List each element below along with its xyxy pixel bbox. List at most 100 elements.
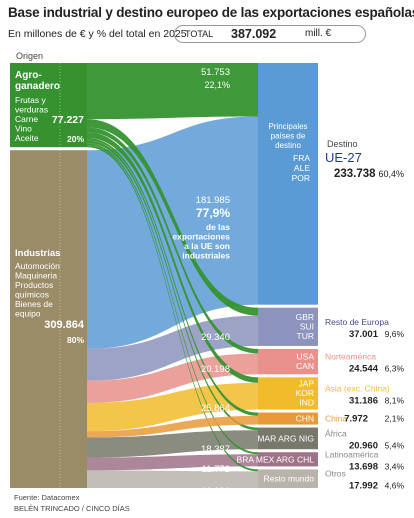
destination-country-asia: JAP: [298, 379, 314, 389]
source-item-industry: Bienes de: [15, 299, 53, 309]
flow-industry-to-latam: [87, 454, 258, 471]
source-item-industry: Automoción: [15, 261, 60, 271]
destination-value-latam: 13.698: [349, 461, 378, 472]
destination-country-asia: KOR: [296, 388, 314, 398]
destination-node-rest_europe: [258, 307, 318, 346]
source-pct-industry: 80%: [67, 335, 84, 345]
destination-name-asia: Asia (exc. China): [325, 383, 390, 393]
destination-country-asia: IND: [299, 398, 314, 408]
source-node-industry: [10, 150, 87, 488]
destination-country-rest_europe: SUI: [300, 322, 314, 332]
destination-country-rest_europe: GBR: [296, 312, 314, 322]
total-value: 387.092: [231, 27, 277, 41]
destination-name-north_america: Norteamérica: [325, 352, 376, 362]
flow-industry-to-africa: [87, 430, 258, 458]
destination-value-north_america: 24.544: [349, 364, 379, 375]
eu-destinations-header: Principales: [268, 122, 307, 131]
origin-header: Origen: [16, 51, 44, 61]
destination-node-asia: [258, 377, 318, 410]
destination-country-china: CHN: [296, 413, 314, 423]
flow-note-industry-eu: exportaciones: [172, 232, 230, 242]
source-item-industry: químicos: [15, 290, 49, 300]
source-item-agro: Vino: [15, 124, 32, 134]
source-value-agro: 77.227: [52, 114, 84, 126]
flow-industry-to-north_america: [87, 353, 258, 403]
destination-name-latam: Latinoamérica: [325, 449, 379, 459]
flow-agro-to-asia: [87, 132, 258, 383]
eu-destinations-header: países de: [271, 132, 306, 141]
flow-label-industry-eu: 181.985: [196, 195, 230, 206]
flow-label-industry-latam: 11.772: [202, 464, 230, 475]
flow-agro-to-north_america: [87, 127, 258, 354]
source-item-agro: Aceite: [15, 133, 39, 143]
destination-value-china: 7.972: [344, 414, 368, 425]
destination-name-africa: África: [325, 428, 347, 438]
destination-node-north_america: [258, 348, 318, 375]
flow-industry-to-rest_europe: [87, 315, 258, 381]
destination-name-china: China: [325, 414, 347, 424]
eu-destinations-header: destino: [275, 141, 301, 150]
destination-pct-asia: 8,1%: [385, 395, 405, 405]
source-item-industry: Maquineria: [15, 271, 57, 281]
destination-node-china: [258, 412, 318, 425]
destination-country-north_america: USA: [297, 352, 315, 362]
flow-label-industry-north_america: 20.198: [201, 364, 230, 375]
destination-pct-others: 4,6%: [385, 481, 405, 491]
flow-note-industry-eu: a la UE son: [184, 241, 230, 251]
flow-agro-to-rest_europe: [87, 119, 258, 316]
flow-label-industry-asia: 25.864: [201, 403, 230, 414]
destination-pct-rest_europe: 9,6%: [385, 329, 405, 339]
flow-note-industry-eu: industriales: [182, 251, 230, 261]
flow-label-industry-others: 16.120: [201, 486, 230, 497]
destination-country-rest_europe: TUR: [297, 331, 314, 341]
destination-node-eu: [258, 63, 318, 305]
flow-note-industry-eu: de las: [206, 222, 230, 232]
source-pct-agro: 20%: [67, 134, 84, 144]
source-name-agro: ganadero: [15, 81, 60, 92]
source-item-industry: equipo: [15, 309, 41, 319]
source-item-agro: Frutas y: [15, 95, 46, 105]
destination-pct-latam: 3,4%: [385, 461, 405, 471]
chart-title: Base industrial y destino europeo de las…: [8, 5, 414, 20]
source-note: Fuente: Datacomex: [14, 493, 80, 502]
destination-value-asia: 31.186: [349, 395, 378, 406]
source-item-agro: Carne: [15, 114, 38, 124]
flow-label-industry-africa: 18.387: [201, 444, 230, 455]
destination-pct-africa: 5,4%: [385, 440, 405, 450]
destination-pct-eu: 60,4%: [378, 169, 404, 179]
destination-header: Destino: [327, 139, 358, 149]
source-item-industry: Productos: [15, 280, 53, 290]
destination-name-eu: UE-27: [325, 150, 362, 165]
destination-value-africa: 20.960: [349, 440, 378, 451]
sankey-links: [87, 63, 258, 488]
destination-node-africa: [258, 427, 318, 450]
destination-countries-latam: BRA MEX ARG CHL: [237, 454, 315, 464]
destination-country-eu: ALE: [294, 163, 310, 173]
destination-country-eu: FRA: [293, 153, 310, 163]
destination-value-others: 17.992: [349, 481, 378, 492]
destination-pct-north_america: 6,3%: [385, 364, 405, 374]
flow-label-agro-eu: 51.753: [201, 67, 230, 78]
credit-note: BELÉN TRINCADO / CINCO DÍAS: [14, 504, 130, 513]
source-item-agro: verduras: [15, 105, 48, 115]
flow-pct-industry-eu: 77,9%: [196, 206, 230, 220]
destination-node-latam: [258, 452, 318, 467]
source-node-agro: [10, 63, 87, 148]
destination-country-eu: POR: [292, 173, 310, 183]
flow-agro-to-latam: [87, 143, 258, 455]
source-value-industry: 309.864: [44, 319, 85, 331]
destination-value-eu: 233.738: [334, 168, 376, 180]
destination-country-others: Resto mundo: [263, 473, 314, 483]
destination-country-north_america: CAN: [296, 361, 314, 371]
destination-value-rest_europe: 37.001: [349, 329, 379, 340]
destination-pct-china: 2,1%: [385, 414, 405, 424]
flow-agro-to-africa: [87, 140, 258, 431]
flow-industry-to-china: [87, 415, 258, 438]
destination-countries-africa: MAR ARG NIG: [257, 433, 314, 443]
flow-agro-to-others: [87, 145, 258, 472]
total-badge: TOTAL 387.092 mill. €: [174, 25, 366, 43]
flow-industry-to-others: [87, 470, 258, 488]
flow-agro-to-eu: [87, 63, 258, 120]
flow-agro-to-china: [87, 137, 258, 416]
